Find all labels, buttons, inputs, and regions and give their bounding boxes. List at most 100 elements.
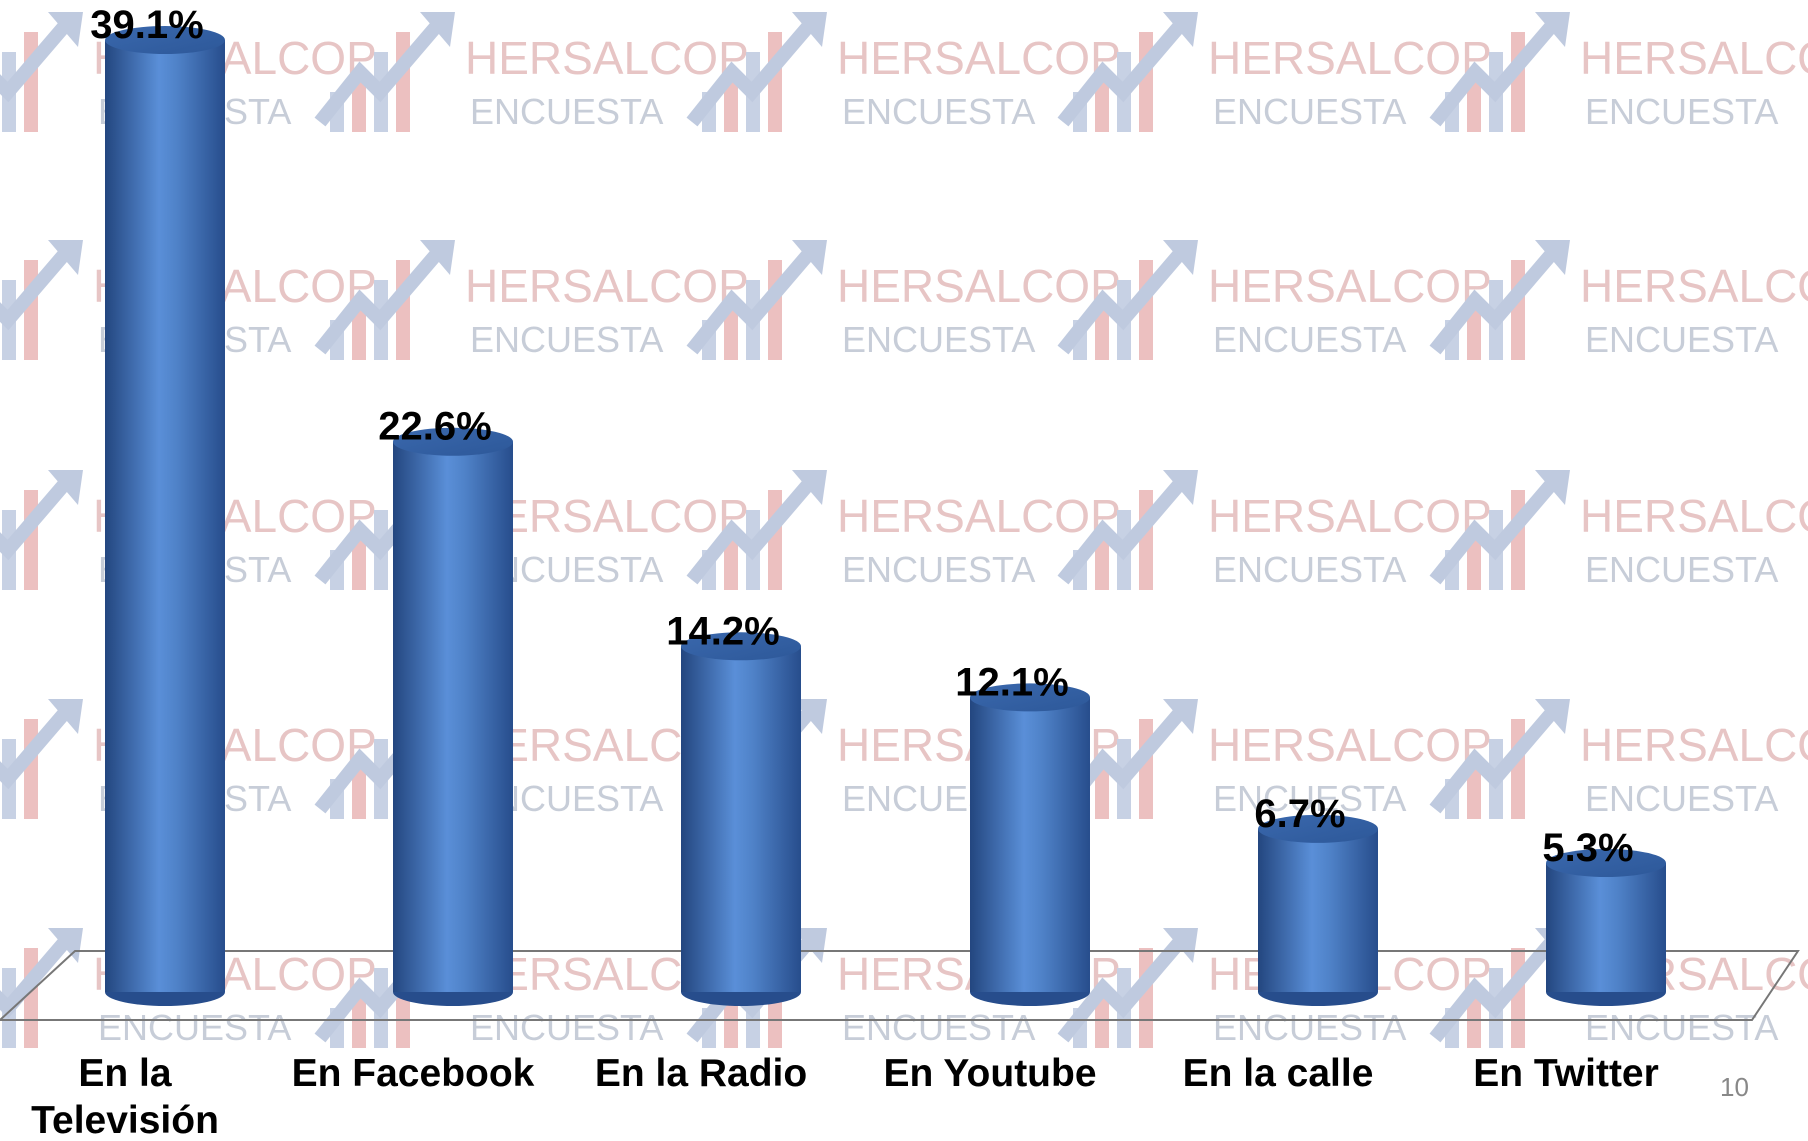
watermark-arrowhead — [1535, 470, 1570, 505]
watermark-bar — [768, 32, 782, 132]
bar-top — [970, 683, 1090, 712]
watermark-bar — [1139, 719, 1153, 819]
watermark: HERSALCOP ENCUESTA — [686, 240, 1121, 360]
bar — [393, 441, 513, 992]
watermark-subtitle: ENCUESTA — [98, 1007, 291, 1048]
watermark-arrow — [686, 475, 818, 585]
watermark-arrow — [686, 245, 818, 355]
watermark-title: HERSALCOP — [837, 490, 1121, 542]
watermark-bar — [24, 490, 38, 590]
bar-top — [1546, 848, 1666, 877]
page-number: 10 — [1720, 1072, 1749, 1102]
data-label: 6.7% — [1254, 792, 1345, 836]
watermark-arrow — [0, 475, 74, 561]
watermark-title: HERSALCOP — [465, 260, 749, 312]
watermark-arrowhead — [420, 240, 455, 275]
watermark-subtitle: ENCUESTA — [470, 91, 663, 132]
watermark-arrowhead — [792, 240, 827, 275]
watermark: HERSALCOP ENCUESTA — [1057, 470, 1492, 590]
watermark-bar — [24, 948, 38, 1048]
watermark-bar — [1511, 32, 1525, 132]
data-label: 12.1% — [955, 660, 1068, 704]
watermark: HERSALCOP ENCUESTA — [314, 240, 749, 360]
watermark-subtitle: ENCUESTA — [1585, 91, 1778, 132]
watermark-subtitle: ENCUESTA — [1585, 778, 1778, 819]
watermark-arrow — [314, 245, 446, 355]
watermark-layer: HERSALCOP ENCUESTA HERSALCOP ENCUESTA HERSAL… — [0, 12, 1808, 1048]
watermark-subtitle: ENCUESTA — [842, 549, 1035, 590]
watermark: HERSALCOP ENCUESTA — [686, 470, 1121, 590]
watermark-arrow — [686, 17, 818, 127]
watermark-subtitle: ENCUESTA — [470, 319, 663, 360]
watermark-title: HERSALCOP — [837, 260, 1121, 312]
bar-top — [681, 632, 801, 661]
watermark-title: HERSALCOP — [1580, 490, 1808, 542]
data-label: 39.1% — [90, 3, 203, 47]
floor-plane — [0, 950, 1800, 1021]
watermark-subtitle: ENCUESTA — [1213, 549, 1406, 590]
watermark-bar — [1139, 490, 1153, 590]
watermark-bar — [396, 260, 410, 360]
watermark-title: HERSALCOP — [1208, 490, 1492, 542]
data-label: 14.2% — [666, 609, 779, 653]
watermark-bar — [396, 32, 410, 132]
watermark-arrowhead — [1535, 240, 1570, 275]
watermark-arrowhead — [1535, 699, 1570, 734]
watermark-subtitle: ENCUESTA — [842, 319, 1035, 360]
watermark-arrow — [0, 17, 74, 103]
watermark-subtitle: ENCUESTA — [1213, 1007, 1406, 1048]
watermark-bar — [1511, 719, 1525, 819]
bar-top — [105, 26, 225, 54]
watermark-arrowhead — [420, 12, 455, 47]
watermark-title: HERSALCOP — [837, 32, 1121, 84]
watermark-arrow — [1429, 245, 1561, 355]
watermark-arrow — [1429, 17, 1561, 127]
watermark-title: HERSALCOP — [1208, 260, 1492, 312]
watermark-subtitle: ENCUESTA — [842, 91, 1035, 132]
x-tick-label: En Youtube — [883, 1052, 1097, 1095]
watermark-arrow — [1057, 17, 1189, 127]
watermark-subtitle: ENCUESTA — [842, 1007, 1035, 1048]
bar — [105, 40, 225, 992]
watermark-subtitle: ENCUESTA — [1585, 1007, 1778, 1048]
watermark-bar — [24, 260, 38, 360]
watermark-arrow — [1057, 245, 1189, 355]
watermark-arrowhead — [1163, 12, 1198, 47]
watermark-subtitle: ENCUESTA — [1213, 91, 1406, 132]
watermark: HERSALCOP ENCUESTA — [1429, 12, 1808, 132]
x-tick-label: En Twitter — [1473, 1052, 1659, 1095]
watermark-bar — [768, 260, 782, 360]
x-tick-label: En la Radio — [594, 1052, 808, 1095]
watermark-arrow — [314, 17, 446, 127]
watermark-bar — [1511, 948, 1525, 1048]
watermark-arrowhead — [1163, 470, 1198, 505]
watermark-bar — [1511, 490, 1525, 590]
watermark-bar — [1511, 260, 1525, 360]
watermark-arrow — [1429, 933, 1561, 1043]
watermark-arrow — [0, 933, 74, 1019]
watermark-arrowhead — [48, 699, 83, 734]
watermark-subtitle: ENCUESTA — [1585, 319, 1778, 360]
watermark-arrow — [1057, 475, 1189, 585]
watermark-arrow — [1429, 704, 1561, 814]
data-label: 5.3% — [1542, 826, 1633, 870]
watermark-bar — [1139, 260, 1153, 360]
watermark-arrowhead — [48, 470, 83, 505]
watermark-bar — [1139, 948, 1153, 1048]
watermark-arrow — [0, 704, 74, 790]
watermark-title: HERSALCOP — [1208, 719, 1492, 771]
bar-top — [393, 427, 513, 456]
watermark-arrowhead — [48, 928, 83, 963]
watermark-arrowhead — [792, 12, 827, 47]
watermark-title: HERSALCOP — [1580, 32, 1808, 84]
x-tick-label: En Facebook — [291, 1052, 535, 1095]
watermark-bar — [24, 32, 38, 132]
watermark-arrowhead — [1163, 928, 1198, 963]
watermark-arrow — [0, 245, 74, 331]
